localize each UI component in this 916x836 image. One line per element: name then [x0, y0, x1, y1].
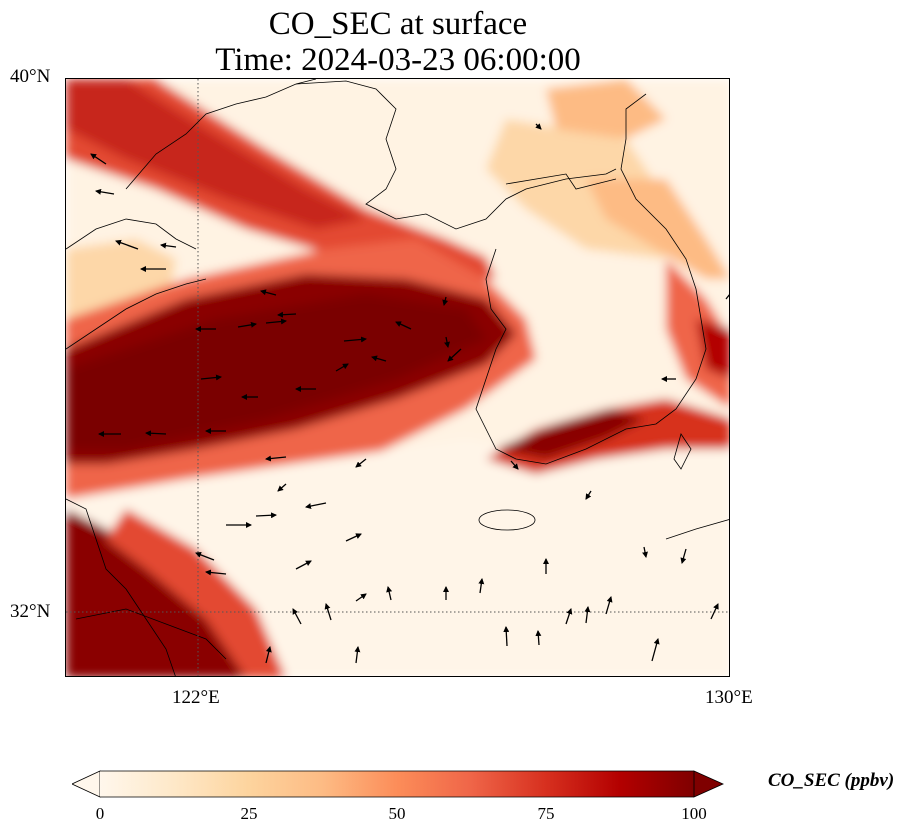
wind-arrow [478, 578, 485, 594]
colorbar-tick: 100 [681, 804, 707, 823]
wind-arrow [565, 608, 573, 625]
map-timestamp: Time: 2024-03-23 06:00:00 [215, 42, 581, 78]
wind-arrow [255, 512, 277, 519]
wind-arrow [447, 348, 462, 362]
wind-arrow [295, 560, 312, 570]
wind-arrow [345, 533, 362, 542]
concentration-map [66, 79, 729, 676]
wind-arrow [195, 552, 215, 561]
wind-arrow [395, 321, 412, 330]
colorbar-tick: 25 [240, 804, 258, 823]
wind-arrow [292, 608, 302, 625]
wind-arrow [90, 153, 107, 165]
wind-arrow [680, 548, 687, 564]
wind-arrow [642, 546, 648, 558]
wind-arrow [355, 458, 367, 468]
wind-arrow [115, 239, 139, 250]
wind-arrow [95, 188, 115, 195]
colorbar-tick: 0 [95, 804, 105, 823]
wind-arrow [355, 593, 367, 602]
wind-arrow [305, 502, 327, 509]
wind-arrow [354, 646, 361, 664]
map-title: CO_SEC at surface [268, 6, 528, 42]
colorbar-tick: 50 [388, 804, 406, 823]
wind-arrow [386, 586, 393, 601]
wind-arrow [605, 596, 613, 615]
wind-arrow [260, 289, 277, 296]
graticule [66, 79, 729, 676]
colorbar [72, 770, 724, 798]
wind-arrow [444, 336, 450, 348]
wind-arrow [585, 490, 592, 500]
coastline-layer [66, 79, 729, 676]
wind-arrow [205, 569, 227, 576]
wind-arrow [237, 321, 257, 328]
lon-label-east: 130°E [705, 687, 753, 708]
co-sec-field [66, 79, 729, 676]
wind-arrow [651, 638, 660, 662]
wind-arrow [145, 430, 167, 437]
wind-arrow [371, 355, 387, 362]
lat-label-south: 32°N [10, 601, 51, 622]
wind-arrow [335, 363, 349, 372]
colorbar-label: CO_SEC (ppbv) [768, 770, 895, 791]
lat-label-north: 40°N [10, 66, 51, 87]
wind-arrow [265, 455, 287, 462]
map-panel[interactable] [65, 78, 730, 677]
lon-label-west: 122°E [172, 687, 220, 708]
wind-arrow [442, 296, 449, 306]
wind-arrow [277, 483, 287, 492]
wind-arrow [584, 606, 591, 624]
wind-arrow [710, 603, 719, 620]
wind-arrow [535, 123, 542, 130]
wind-arrow [277, 311, 297, 318]
colorbar-ramp [100, 771, 694, 797]
wind-arrow [324, 603, 332, 621]
wind-arrow [725, 288, 729, 300]
wind-arrow [200, 374, 222, 381]
wind-arrow [160, 242, 177, 249]
colorbar-extend-min [72, 770, 101, 798]
wind-arrow [265, 646, 272, 664]
wind-arrow [265, 318, 287, 325]
wind-arrow [510, 460, 519, 470]
wind-arrow [343, 336, 367, 343]
colorbar-tick: 75 [537, 804, 555, 823]
wind-arrow [503, 626, 510, 647]
wind-arrow [535, 630, 542, 646]
wind-vector-layer [90, 123, 729, 664]
colorbar-extend-max [693, 770, 724, 798]
